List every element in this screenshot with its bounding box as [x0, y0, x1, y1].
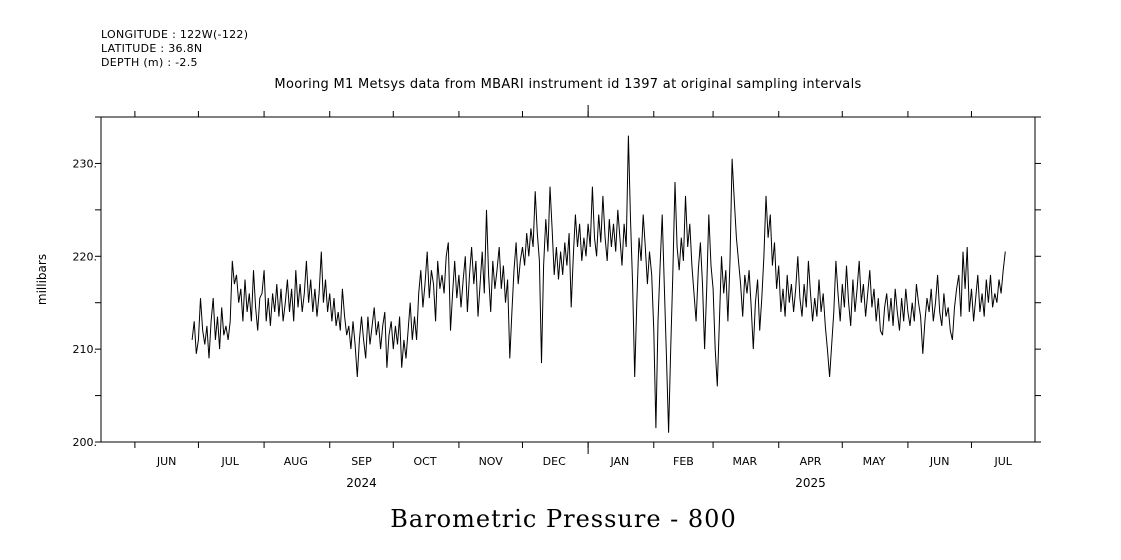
x-month-label: MAY	[863, 455, 886, 468]
x-month-label: DEC	[543, 455, 566, 468]
x-month-label: JUN	[929, 455, 950, 468]
depth-label: DEPTH (m) : -2.5	[101, 56, 198, 69]
barometric-pressure-chart: 200. 210. 220. 230. millibars JUN JUL AUG SEP OCT…	[35, 105, 1041, 490]
y-tick-label: 210.	[73, 343, 98, 356]
y-axis-label: millibars	[35, 254, 49, 305]
x-month-label: SEP	[351, 455, 372, 468]
x-month-label: OCT	[414, 455, 437, 468]
x-month-label: MAR	[733, 455, 758, 468]
x-year-label: 2025	[795, 476, 826, 490]
y-tick-label: 200.	[73, 436, 98, 449]
x-year-label: 2024	[346, 476, 377, 490]
x-month-label: NOV	[479, 455, 504, 468]
y-tick-label: 220.	[73, 250, 98, 263]
x-month-label: JAN	[609, 455, 629, 468]
x-month-label: JUL	[994, 455, 1013, 468]
plot-frame	[100, 116, 1036, 443]
chart-title: Mooring M1 Metsys data from MBARI instru…	[274, 77, 862, 92]
x-month-label: FEB	[673, 455, 694, 468]
longitude-label: LONGITUDE : 122W(-122)	[101, 28, 249, 41]
variable-footer-label: Barometric Pressure - 800	[390, 505, 737, 533]
y-tick-label: 230.	[73, 157, 98, 170]
x-month-label: JUN	[156, 455, 177, 468]
x-month-label: APR	[800, 455, 822, 468]
pressure-series-line	[191, 135, 1006, 433]
latitude-label: LATITUDE : 36.8N	[101, 42, 203, 55]
x-month-label: JUL	[220, 455, 239, 468]
x-month-label: AUG	[284, 455, 308, 468]
